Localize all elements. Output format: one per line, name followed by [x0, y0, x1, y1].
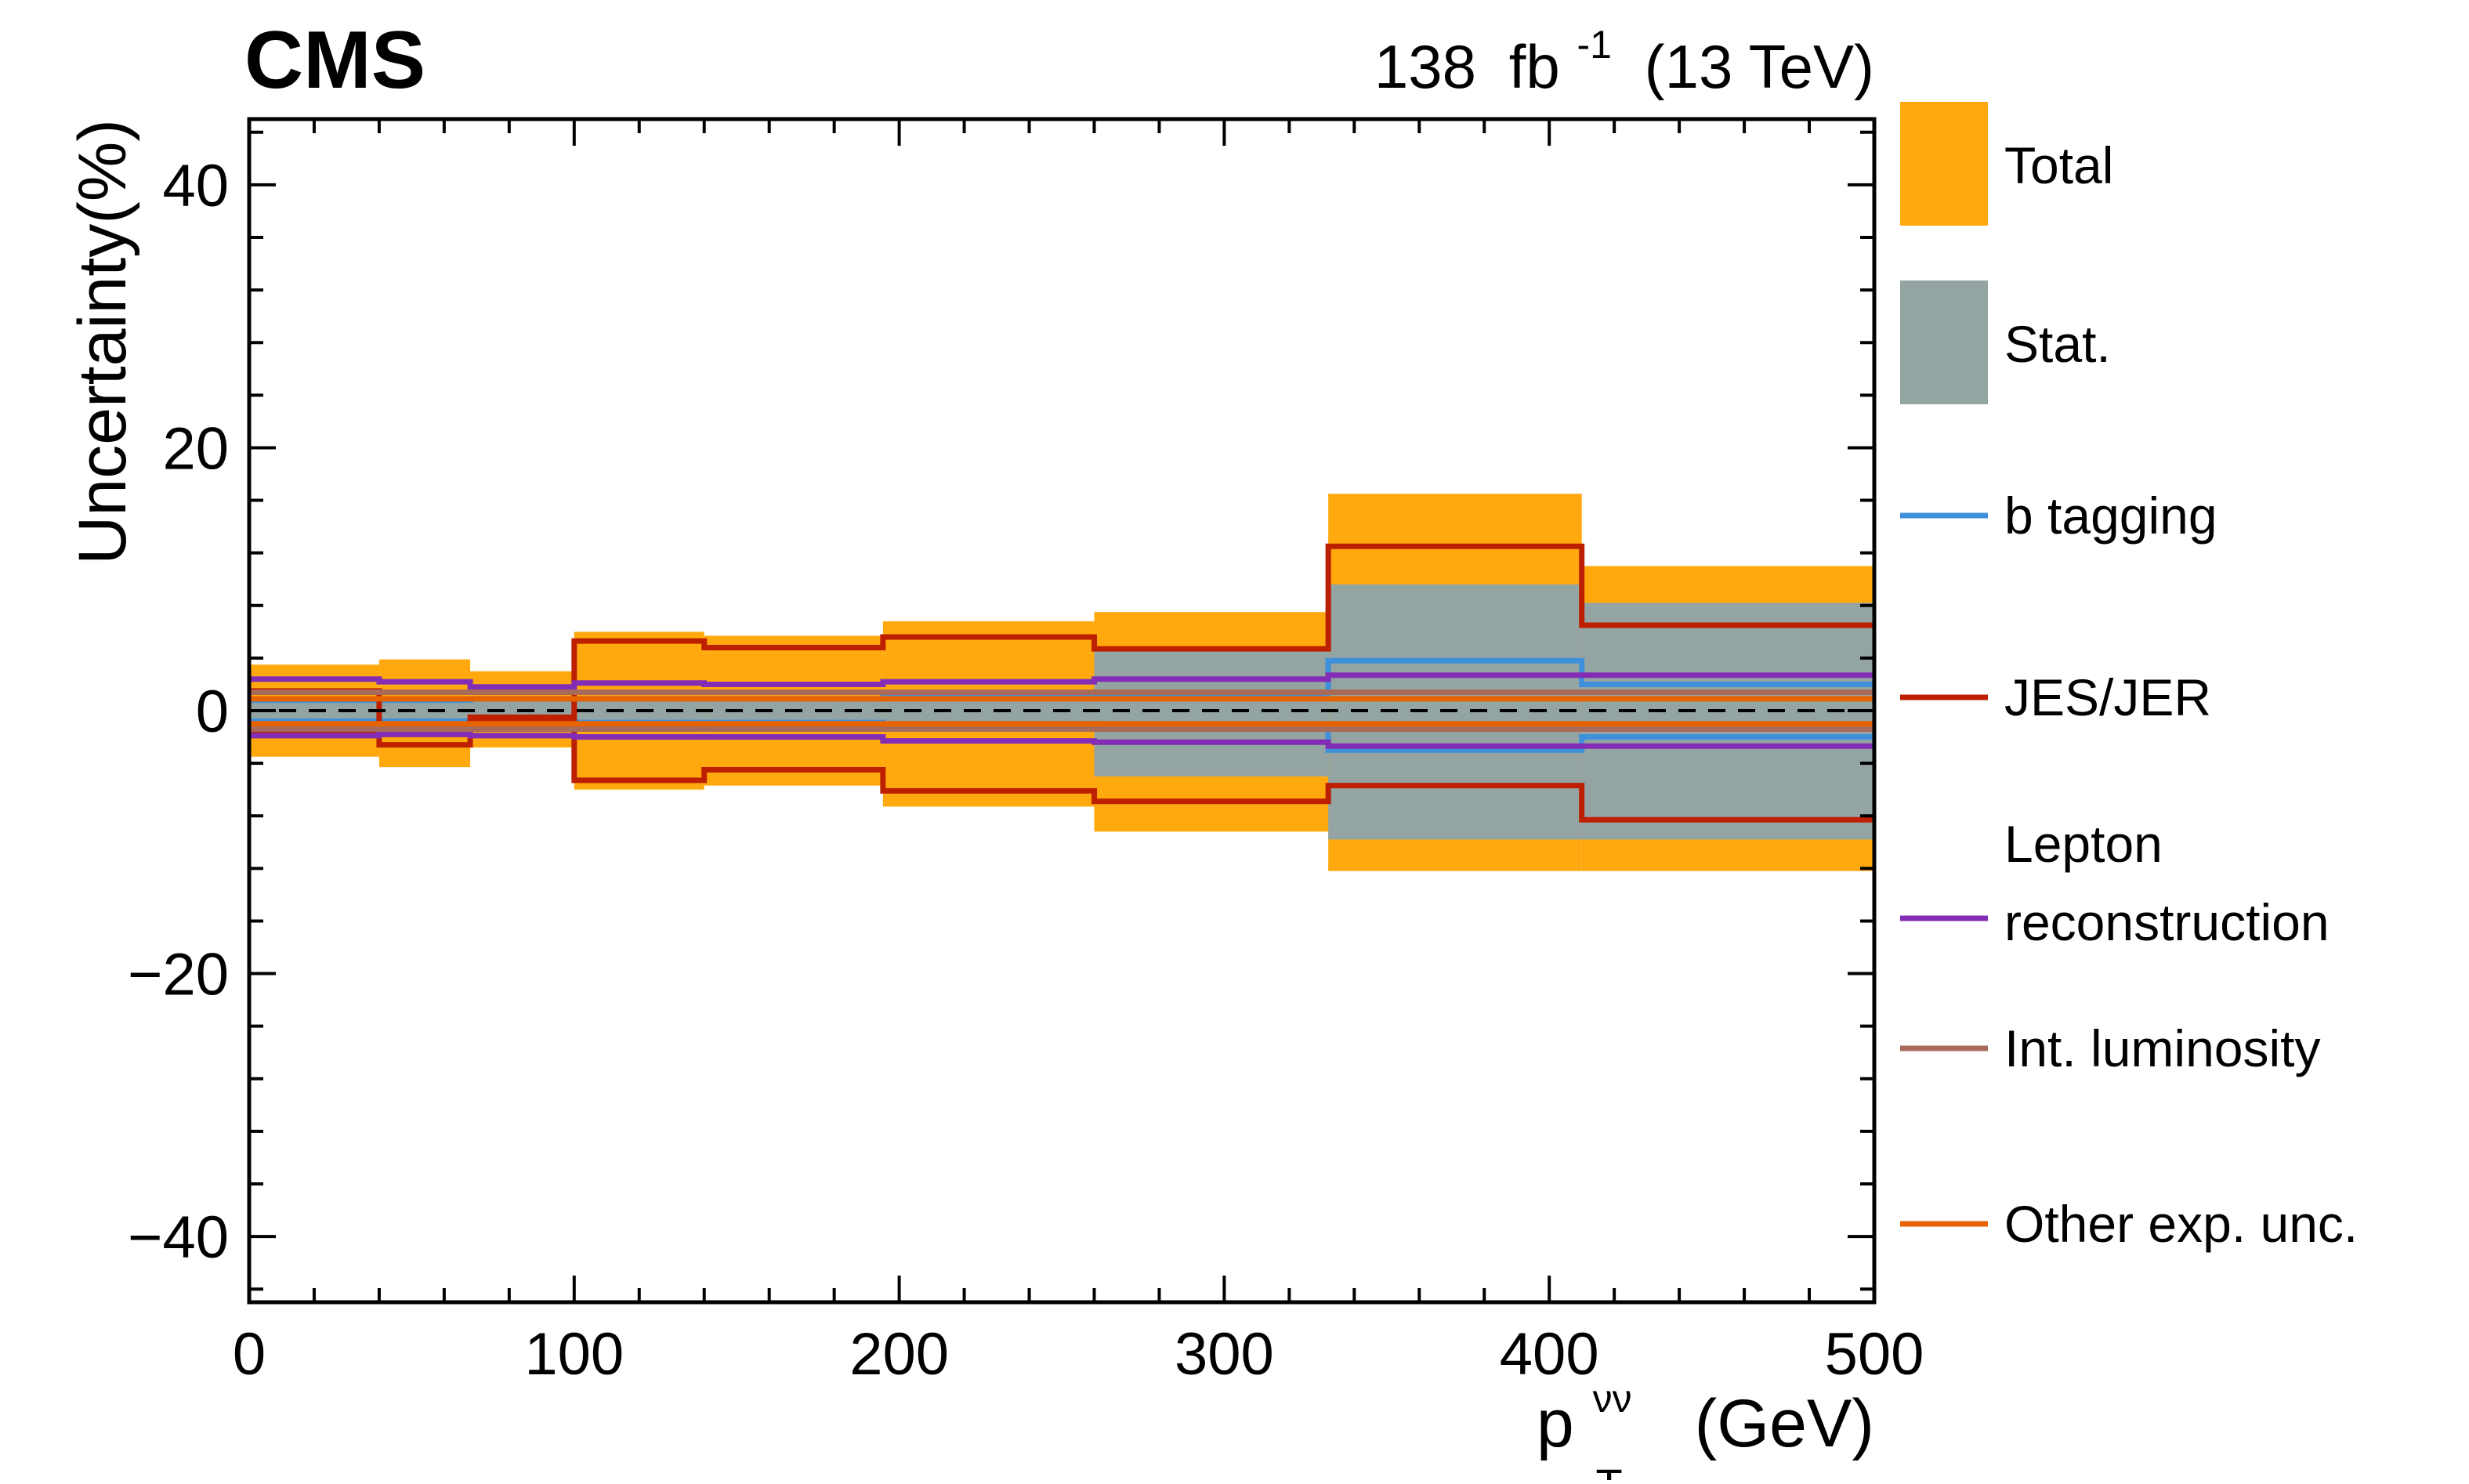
lumi-exponent: -1 [1577, 23, 1611, 67]
legend-jes-jer: JES/JER [1900, 668, 2211, 726]
x-tick-label-400: 400 [1500, 1321, 1599, 1388]
y-tick-label-0: 0 [196, 679, 229, 745]
lumi-value: 138 [1374, 32, 1476, 101]
legend-lepton-reconstruction-label-line-0: Lepton [2004, 815, 2163, 873]
experiment-label: CMS [244, 15, 425, 106]
x-tick-label-200: 200 [849, 1321, 949, 1388]
legend-total: Total [1900, 102, 2113, 226]
axis-ticks [248, 119, 1876, 1302]
legend-stat: Stat. [1900, 281, 2111, 404]
plot-frame [247, 117, 1877, 1305]
x-tick-label-100: 100 [524, 1321, 624, 1388]
luminosity-label: 138 fb -1 (13 TeV) [1374, 2, 1874, 101]
y-tick-label-minus-20: −20 [128, 942, 229, 1008]
series-int-luminosity [249, 690, 1874, 732]
legend-stat-label: Stat. [2004, 315, 2111, 373]
series-other-exp-unc [249, 696, 1874, 727]
y-tick-label-minus-40: −40 [128, 1204, 229, 1271]
legend-lepton-reconstruction: Lepton reconstruction [1900, 815, 2330, 951]
legend: Total Stat. b tagging JES/JER Lepton reconstr… [1900, 102, 2358, 1253]
legend-other-exp-unc: Other exp. unc. [1900, 1195, 2358, 1253]
legend-total-swatch [1900, 102, 1988, 226]
x-title-unit: (GeV) [1695, 1386, 1874, 1461]
legend-stat-swatch [1900, 281, 1988, 404]
y-tick-label-40: 40 [162, 153, 229, 219]
legend-total-label: Total [2004, 136, 2113, 194]
legend-other-exp-unc-label: Other exp. unc. [2004, 1195, 2358, 1253]
x-title-subscript: T [1596, 1460, 1623, 1480]
series-lepton-reconstruction [249, 672, 1874, 749]
legend-int-luminosity-label: Int. luminosity [2004, 1019, 2320, 1077]
x-title-superscript: νν [1593, 1377, 1632, 1421]
series-lepton-reconstruction-down [249, 731, 1874, 749]
band-stat-bin-6 [1094, 651, 1329, 776]
x-tick-label-0: 0 [233, 1321, 266, 1388]
x-axis-title: p νν T (GeV) [1537, 1352, 1874, 1480]
y-axis-title: Uncertainty(%) [65, 119, 140, 565]
legend-jes-jer-label: JES/JER [2004, 668, 2211, 726]
y-tick-label-20: 20 [162, 415, 229, 482]
band-stat-bin-1 [378, 701, 471, 720]
x-tick-label-300: 300 [1175, 1321, 1274, 1388]
energy-label: (13 TeV) [1645, 32, 1874, 101]
x-title-base: p [1537, 1386, 1574, 1461]
tick-labels: 0 100 200 300 400 500 −40 −20 0 20 40 [128, 153, 1924, 1388]
series-lepton-reconstruction-up [249, 672, 1874, 690]
legend-b-tagging-label: b tagging [2004, 487, 2217, 545]
legend-lepton-reconstruction-label-line-1: reconstruction [2004, 893, 2330, 951]
uncertainty-series [249, 543, 1874, 823]
series-jes-jer-down [249, 718, 1874, 823]
legend-b-tagging: b tagging [1900, 487, 2217, 545]
legend-int-luminosity: Int. luminosity [1900, 1019, 2320, 1077]
x-tick-label-500: 500 [1825, 1321, 1924, 1388]
lumi-unit: fb [1509, 32, 1560, 101]
